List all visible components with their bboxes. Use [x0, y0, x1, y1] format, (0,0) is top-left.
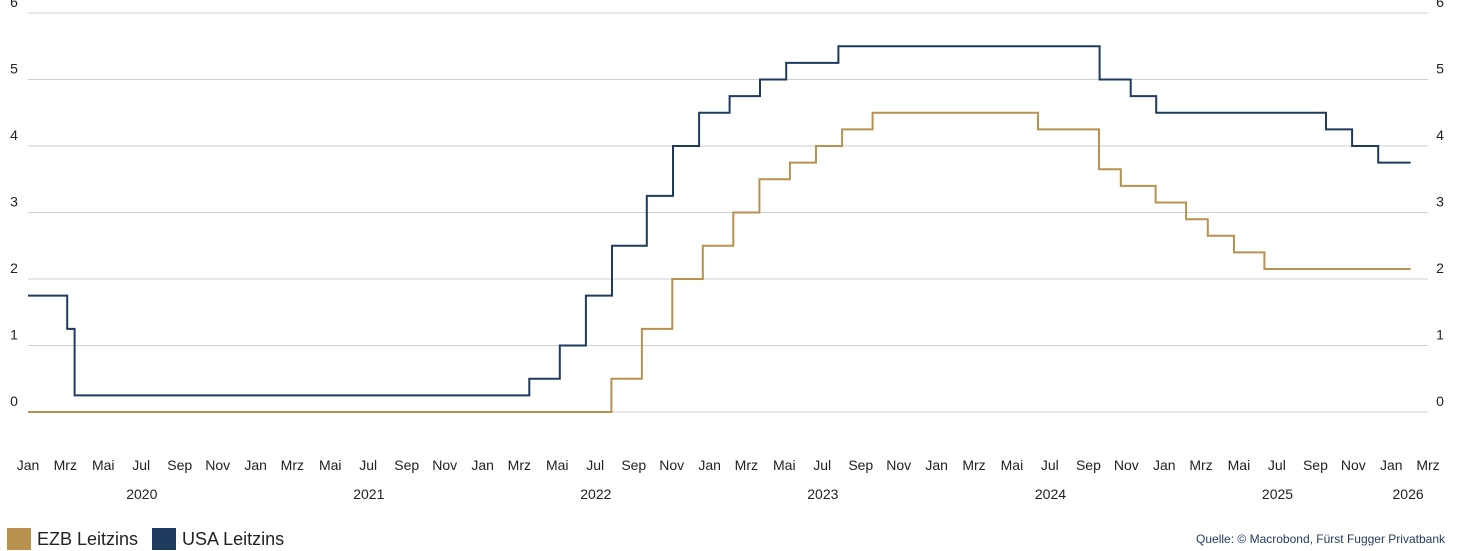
- y-axis-right: 0 1 2 3 4 5 6: [1436, 0, 1444, 409]
- legend-label-usa: USA Leitzins: [182, 528, 285, 549]
- x-month-tick-11: Nov: [432, 457, 457, 473]
- series-line-usa: [28, 45, 1411, 397]
- legend-item-usa: USA Leitzins: [152, 528, 284, 550]
- x-year-label-2025: 2025: [1262, 486, 1293, 502]
- x-month-tick-12: Jan: [471, 457, 494, 473]
- y-tick-left-0: 0: [10, 393, 18, 409]
- x-month-tick-3: Jul: [132, 457, 150, 473]
- x-month-tick-21: Jul: [813, 457, 831, 473]
- x-month-tick-2: Mai: [92, 457, 115, 473]
- grid-lines: [28, 12, 1428, 413]
- legend: EZB Leitzins USA Leitzins: [7, 528, 298, 550]
- x-month-tick-7: Mrz: [281, 457, 304, 473]
- x-month-tick-18: Jan: [698, 457, 721, 473]
- source-note: Quelle: © Macrobond, Fürst Fugger Privat…: [1196, 532, 1445, 546]
- x-month-tick-32: Mai: [1228, 457, 1251, 473]
- x-year-label-2026: 2026: [1393, 486, 1424, 502]
- x-month-tick-29: Nov: [1114, 457, 1139, 473]
- x-year-label-2024: 2024: [1035, 486, 1066, 502]
- x-month-tick-33: Jul: [1268, 457, 1286, 473]
- y-tick-left-5: 5: [10, 61, 18, 77]
- x-axis-year-labels: 2020 2021 2022 2023 2024 2025 2026: [126, 486, 1424, 502]
- x-axis-month-labels: Jan Mrz Mai Jul Sep Nov Jan Mrz Mai Jul Sep Nov Jan M…: [17, 457, 1440, 473]
- y-axis-left: 0 1 2 3 4 5 6: [10, 0, 18, 409]
- x-year-label-2023: 2023: [807, 486, 838, 502]
- y-tick-left-6: 6: [10, 0, 18, 10]
- y-tick-right-0: 0: [1436, 393, 1444, 409]
- x-month-tick-17: Nov: [659, 457, 684, 473]
- x-month-tick-30: Jan: [1153, 457, 1176, 473]
- x-month-tick-5: Nov: [205, 457, 230, 473]
- x-month-tick-22: Sep: [848, 457, 873, 473]
- x-month-tick-16: Sep: [621, 457, 646, 473]
- x-month-tick-6: Jan: [244, 457, 267, 473]
- series-lines: [28, 45, 1411, 413]
- x-year-label-2021: 2021: [353, 486, 384, 502]
- x-month-tick-31: Mrz: [1189, 457, 1212, 473]
- y-tick-right-4: 4: [1436, 127, 1444, 143]
- y-tick-left-4: 4: [10, 127, 18, 143]
- x-month-tick-28: Sep: [1076, 457, 1101, 473]
- legend-item-ezb: EZB Leitzins: [7, 528, 138, 550]
- y-tick-right-5: 5: [1436, 61, 1444, 77]
- x-year-label-2020: 2020: [126, 486, 157, 502]
- legend-label-ezb: EZB Leitzins: [37, 528, 139, 549]
- x-month-tick-19: Mrz: [735, 457, 758, 473]
- y-tick-right-2: 2: [1436, 260, 1444, 276]
- y-tick-left-2: 2: [10, 260, 18, 276]
- x-month-tick-25: Mrz: [962, 457, 985, 473]
- x-month-tick-8: Mai: [319, 457, 342, 473]
- y-tick-right-1: 1: [1436, 327, 1444, 343]
- legend-swatch-usa: [152, 528, 177, 550]
- rate-chart: 0 1 2 3 4 5 6 0 1 2 3 4 5 6 Jan Mrz Mai Jul Sep Nov Jan Mrz…: [10, 0, 1444, 502]
- x-month-tick-20: Mai: [773, 457, 796, 473]
- y-tick-left-1: 1: [10, 327, 18, 343]
- x-month-tick-10: Sep: [394, 457, 419, 473]
- x-month-tick-9: Jul: [359, 457, 377, 473]
- x-month-tick-37: Mrz: [1416, 457, 1439, 473]
- x-month-tick-27: Jul: [1041, 457, 1059, 473]
- x-month-tick-35: Nov: [1341, 457, 1366, 473]
- x-month-tick-24: Jan: [925, 457, 948, 473]
- y-tick-left-3: 3: [10, 194, 18, 210]
- x-month-tick-15: Jul: [586, 457, 604, 473]
- y-tick-right-3: 3: [1436, 194, 1444, 210]
- x-month-tick-34: Sep: [1303, 457, 1328, 473]
- x-month-tick-26: Mai: [1001, 457, 1024, 473]
- x-month-tick-1: Mrz: [54, 457, 77, 473]
- x-month-tick-14: Mai: [546, 457, 569, 473]
- x-month-tick-23: Nov: [886, 457, 911, 473]
- x-month-tick-0: Jan: [17, 457, 40, 473]
- legend-swatch-ezb: [7, 528, 31, 550]
- y-tick-right-6: 6: [1436, 0, 1444, 10]
- x-year-label-2022: 2022: [580, 486, 611, 502]
- x-month-tick-36: Jan: [1380, 457, 1403, 473]
- x-month-tick-4: Sep: [167, 457, 192, 473]
- series-line-ezb: [28, 111, 1411, 413]
- x-month-tick-13: Mrz: [508, 457, 531, 473]
